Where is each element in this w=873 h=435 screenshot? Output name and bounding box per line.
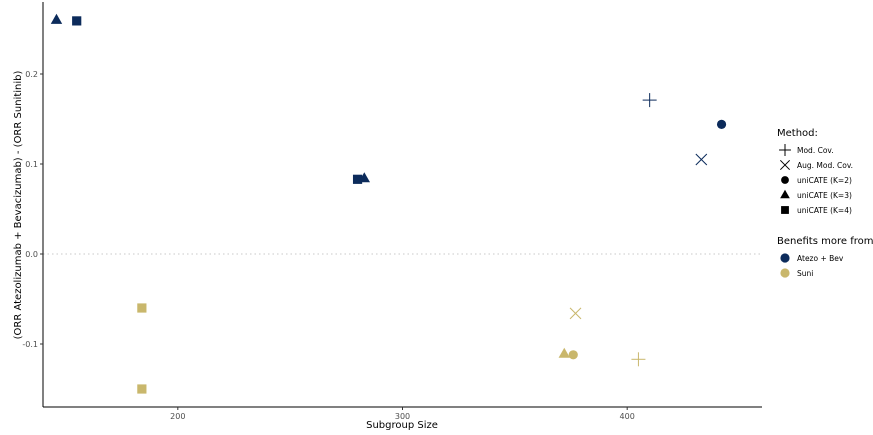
legend-label: Atezo + Bev [797,254,844,263]
data-point-cross [569,307,582,320]
data-point-plus [642,93,657,108]
x-tick-label: 200 [170,412,185,421]
y-tick-label: -0.1 [22,340,38,349]
x-axis-title: Subgroup Size [366,420,438,431]
y-tick-label: 0.2 [25,70,38,79]
data-point-circle [568,350,578,360]
data-point-square [352,174,363,184]
data-points [50,13,727,394]
data-point-plus [631,352,646,367]
data-point-square [137,384,147,394]
legend-key-suni [780,268,790,278]
data-point-square [137,303,147,313]
data-point-triangle [358,172,371,183]
legend-label: Aug. Mod. Cov. [797,161,853,170]
legend-label: uniCATE (K=2) [797,176,852,185]
legend-key-square [781,206,789,214]
data-point-square [72,16,82,26]
legend-key-plus [779,144,791,156]
legend-method-title: Method: [777,128,818,139]
y-axis-title: (ORR Atezolizumab + Bevacizumab) - (ORR … [13,71,24,340]
x-tick-label: 300 [395,412,410,421]
legend-label: uniCATE (K=4) [797,206,852,215]
legend-key-triangle [780,189,790,199]
data-point-circle [716,119,727,129]
legend-key-cross [779,159,791,171]
legend-item-atezo_bev: Atezo + Bev [780,253,844,263]
legend-method: Method: Mod. Cov. Aug. Mod. Cov. uniCATE (… [777,128,853,215]
legend-item-plus: Mod. Cov. [779,144,834,156]
y-axis-ticks: -0.1 0.0 0.1 0.2 [22,70,43,349]
data-point-triangle [558,347,570,358]
data-point-triangle [50,13,63,24]
x-tick-label: 400 [620,412,635,421]
legend-label: Mod. Cov. [797,146,834,155]
legend-item-cross: Aug. Mod. Cov. [779,159,853,171]
legend-item-square: uniCATE (K=4) [781,206,852,215]
plot-panel: 200 300 400 -0.1 0.0 0.1 0.2 [22,2,762,421]
legend-item-suni: Suni [780,268,813,278]
legend-label: Suni [797,269,813,278]
legend-item-circle: uniCATE (K=2) [781,176,852,185]
legend-benefit-title: Benefits more from: [777,236,873,247]
x-axis-ticks: 200 300 400 [170,407,635,421]
y-tick-label: 0.1 [25,160,38,169]
legend-key-circle [781,176,789,184]
legend-label: uniCATE (K=3) [797,191,852,200]
legend-key-atezo_bev [780,253,790,263]
legend-item-triangle: uniCATE (K=3) [780,189,852,200]
y-tick-label: 0.0 [25,250,38,259]
legend-benefit: Benefits more from: Atezo + Bev Suni [777,236,873,278]
data-point-cross [695,153,708,166]
